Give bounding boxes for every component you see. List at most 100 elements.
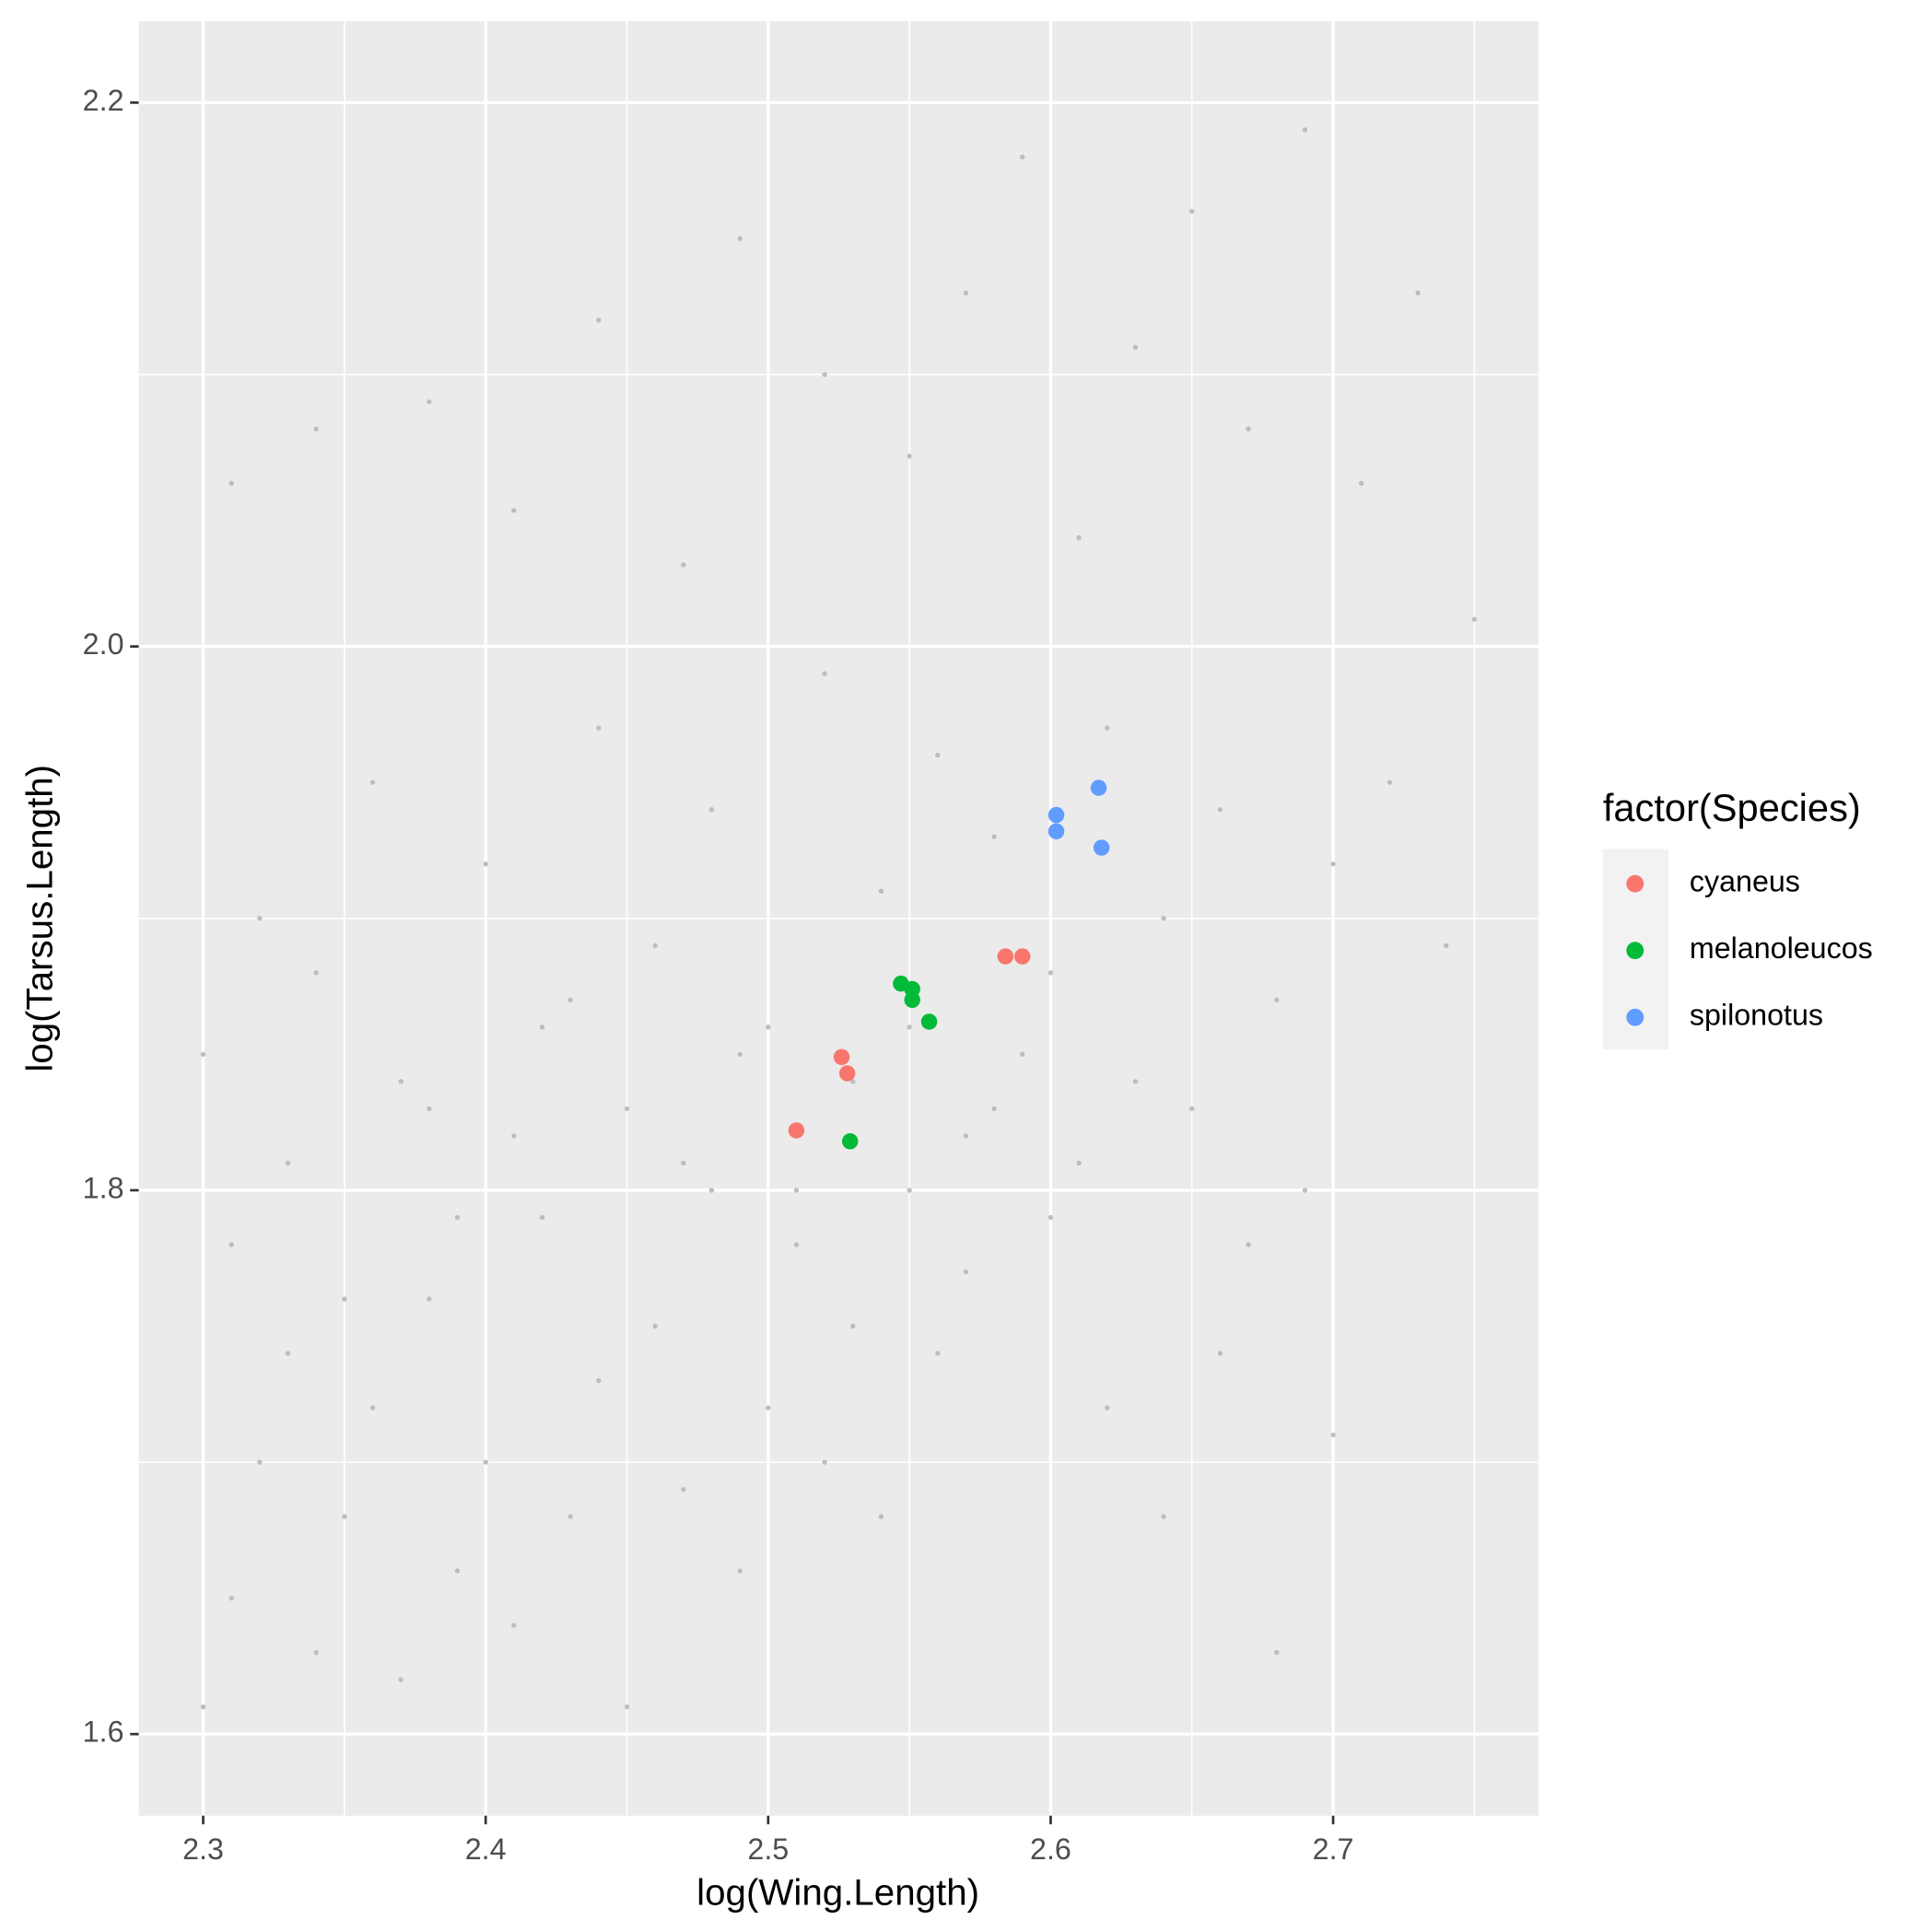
background-point (427, 1106, 432, 1112)
background-point (285, 1160, 291, 1166)
background-point (369, 1405, 376, 1411)
background-point (652, 943, 658, 948)
point (1047, 806, 1065, 824)
background-point (596, 317, 602, 323)
background-point (624, 1106, 630, 1112)
point (788, 1122, 805, 1139)
y-axis-title: log(Tarsus.Length) (18, 765, 60, 1072)
background-point (1047, 970, 1054, 976)
background-point (511, 1133, 517, 1139)
background-point (1161, 916, 1166, 921)
background-point (228, 1242, 234, 1247)
background-point (850, 1323, 856, 1329)
background-point (511, 1622, 517, 1628)
background-point (1302, 1188, 1308, 1193)
background-point (596, 1377, 602, 1384)
background-point (200, 1051, 206, 1058)
background-point (1274, 1649, 1280, 1656)
x-tick-label: 2.7 (1313, 1832, 1354, 1866)
point (997, 948, 1014, 965)
y-tick-label: 1.6 (83, 1715, 124, 1749)
background-point (1105, 1405, 1110, 1411)
background-point (681, 562, 686, 568)
background-point (539, 1214, 545, 1221)
background-point (1359, 480, 1364, 486)
background-point (822, 1459, 827, 1465)
background-point (313, 1649, 319, 1656)
x-tick-label: 2.5 (747, 1832, 789, 1866)
background-point (624, 1704, 630, 1710)
background-point (1274, 997, 1280, 1003)
background-point (257, 1459, 263, 1465)
background-point (1471, 616, 1478, 622)
background-point (1189, 208, 1195, 215)
background-point (228, 480, 234, 486)
background-point (963, 290, 969, 296)
legend-key (1626, 942, 1644, 960)
background-point (1047, 1214, 1054, 1221)
background-point (963, 1269, 969, 1275)
background-point (454, 1568, 461, 1574)
background-point (257, 916, 263, 921)
background-point (568, 1514, 573, 1519)
background-point (1132, 345, 1139, 350)
background-point (228, 1595, 234, 1601)
point (1014, 948, 1031, 965)
legend-key (1626, 1008, 1644, 1026)
point (904, 991, 920, 1009)
point (920, 1013, 938, 1030)
background-point (935, 753, 941, 758)
y-tick-label: 2.0 (83, 627, 124, 661)
x-tick-label: 2.3 (182, 1832, 224, 1866)
background-point (539, 1025, 545, 1030)
y-tick-label: 1.8 (83, 1171, 124, 1204)
background-point (991, 834, 997, 839)
background-point (1444, 943, 1449, 948)
background-point (850, 1079, 856, 1084)
background-point (342, 1296, 347, 1302)
axes: 2.3 2.4 2.5 2.6 2.7 1.6 1.8 2.0 2.2 (83, 84, 1354, 1866)
legend-key (1626, 874, 1644, 893)
background-point (737, 1568, 743, 1574)
background-point (652, 1323, 658, 1329)
background-point (737, 236, 743, 241)
background-point (1246, 426, 1251, 432)
background-point (1302, 127, 1308, 133)
point (1047, 823, 1065, 840)
background-point (1132, 1079, 1139, 1084)
background-point (427, 399, 432, 404)
background-point (708, 1188, 715, 1193)
background-point (766, 1025, 771, 1030)
background-point (596, 725, 602, 731)
background-point (1020, 1051, 1025, 1058)
background-point (1415, 290, 1421, 296)
legend-label: melanoleucos (1690, 931, 1873, 965)
background-point (1387, 779, 1393, 785)
background-point (313, 970, 319, 976)
background-point (369, 779, 376, 785)
background-point (1020, 154, 1025, 160)
background-point (878, 888, 884, 894)
background-point (793, 1188, 800, 1193)
background-point (1105, 725, 1110, 731)
x-tick-label: 2.6 (1030, 1832, 1071, 1866)
background-point (1076, 1160, 1082, 1166)
legend: factor(Species) cyaneus melanoleucos spilo… (1602, 786, 1873, 1050)
background-point (907, 453, 912, 459)
point (1090, 779, 1107, 796)
background-point (1189, 1106, 1195, 1112)
x-tick-label: 2.4 (465, 1832, 507, 1866)
points (200, 127, 1478, 1710)
background-point (1217, 1351, 1223, 1356)
background-point (708, 807, 715, 813)
background-point (1076, 534, 1082, 541)
background-point (285, 1351, 291, 1356)
background-point (793, 1242, 800, 1247)
background-point (822, 371, 827, 378)
background-point (681, 1160, 686, 1166)
background-point (1330, 1432, 1336, 1438)
point (838, 1065, 856, 1082)
background-point (878, 1514, 884, 1519)
background-point (398, 1079, 404, 1084)
background-point (822, 671, 827, 676)
